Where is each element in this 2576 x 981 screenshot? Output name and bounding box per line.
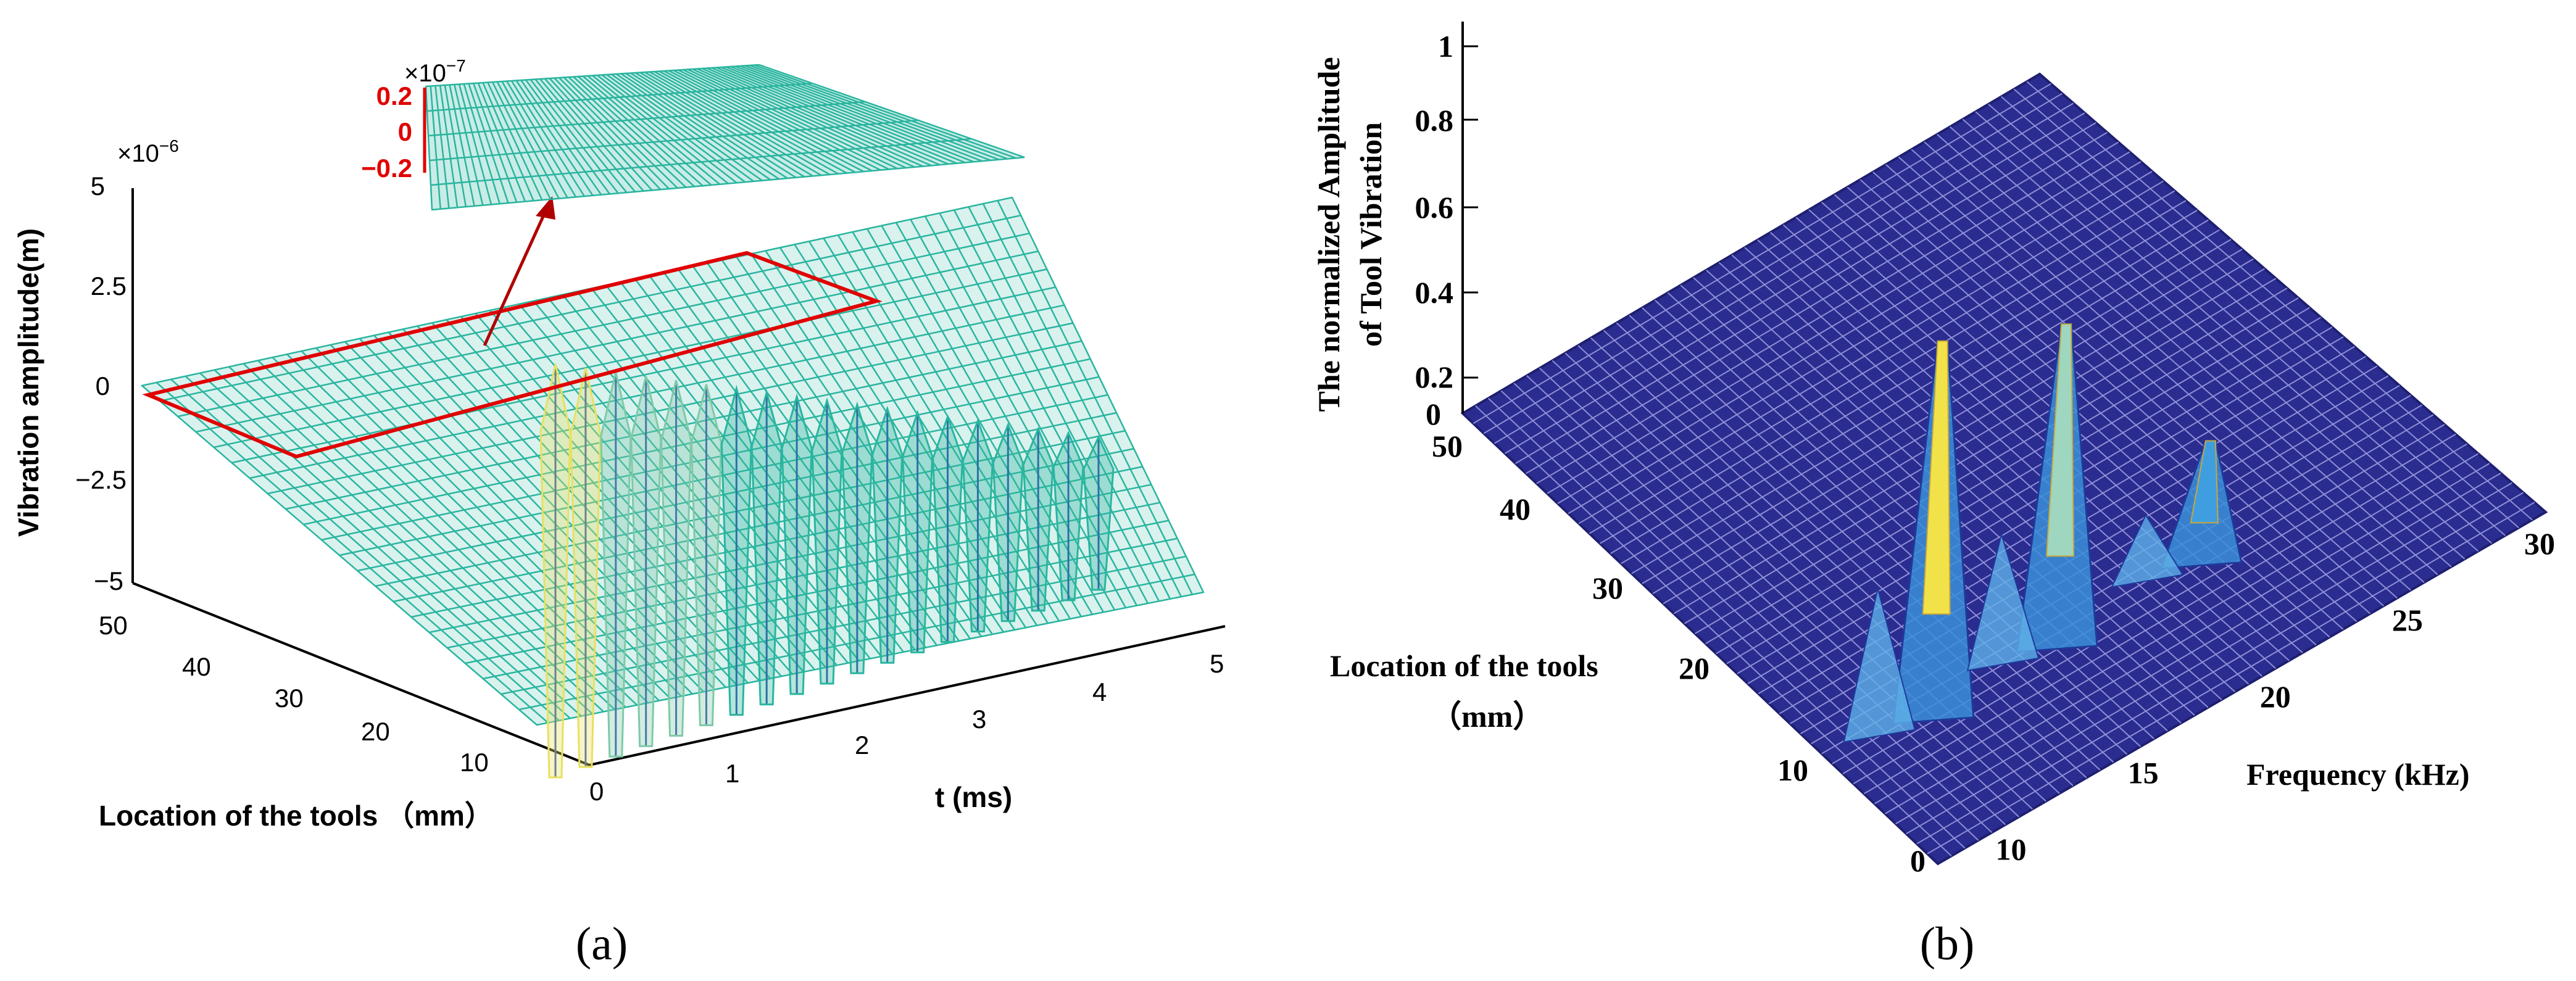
b-x-tick-10: 10 [1995, 832, 2026, 867]
a-z-tick-neg2.5: −2.5 [75, 465, 127, 494]
a-y-tick-50: 50 [99, 611, 128, 640]
b-z-tick-0.8: 0.8 [1415, 103, 1454, 138]
a-y-axis-label: Location of the tools （mm） [99, 800, 493, 832]
a-inset-mesh [426, 65, 1024, 210]
a-x-tick-5: 5 [1210, 649, 1224, 678]
a-y-tick-10: 10 [460, 748, 489, 777]
a-z-ticks: 5 2.5 0 −2.5 −5 [75, 172, 127, 595]
b-x-axis-label: Frequency (kHz) [2246, 757, 2470, 792]
a-z-axis-label: Vibration amplitude(m) [12, 228, 44, 537]
a-x-axis-label: t (ms) [935, 781, 1012, 813]
panel-a-vibration-surface: 0.2 0 −0.2 ×10−7 5 2.5 0 −2.5 −5 ×10−6 V… [12, 56, 1225, 970]
a-z-tick-5: 5 [91, 172, 105, 201]
a-inset-exponent: ×10−7 [404, 56, 466, 87]
a-z-tick-0: 0 [96, 371, 110, 400]
b-y-tick-50: 50 [1432, 429, 1463, 463]
b-z-tick-0: 0 [1426, 397, 1441, 431]
b-x-tick-15: 15 [2128, 756, 2159, 790]
a-inset-tick-2: −0.2 [361, 154, 412, 183]
a-y-tick-40: 40 [182, 652, 211, 681]
a-panel-caption: (a) [576, 918, 628, 970]
a-z-tick-neg5: −5 [94, 566, 123, 595]
b-x-tick-20: 20 [2260, 679, 2291, 714]
panel-b-spectrum-surface: 1 0.8 0.6 0.4 0.2 0 The normalized Ampli… [1311, 22, 2555, 970]
a-y-tick-0: 0 [589, 777, 604, 806]
b-y-axis-label-line2: （mm） [1431, 699, 1544, 734]
b-z-tick-1: 1 [1438, 29, 1453, 64]
b-z-ticks: 1 0.8 0.6 0.4 0.2 0 [1415, 29, 1479, 431]
b-y-tick-10: 10 [1777, 753, 1808, 787]
b-y-tick-20: 20 [1679, 651, 1710, 685]
a-x-tick-1: 1 [725, 759, 739, 788]
b-x-tick-25: 25 [2392, 603, 2423, 637]
b-z-tick-0.2: 0.2 [1415, 360, 1454, 394]
figure: 0.2 0 −0.2 ×10−7 5 2.5 0 −2.5 −5 ×10−6 V… [0, 0, 2576, 981]
b-z-tick-0.4: 0.4 [1415, 275, 1454, 310]
b-y-tick-0: 0 [1910, 843, 1926, 878]
b-z-axis-label-line2: of Tool Vibration [1353, 122, 1388, 347]
b-y-tick-30: 30 [1592, 571, 1623, 605]
a-inset-tick-1: 0 [398, 117, 412, 146]
a-x-tick-2: 2 [855, 731, 869, 760]
a-z-exponent: ×10−6 [117, 136, 179, 167]
b-x-tick-30: 30 [2524, 526, 2555, 561]
a-y-tick-20: 20 [361, 717, 390, 746]
b-z-axis-label-line1: The normalized Amplitude [1311, 57, 1346, 412]
b-z-tick-0.6: 0.6 [1415, 190, 1454, 225]
a-z-tick-2.5: 2.5 [91, 271, 127, 300]
b-y-axis-label-line1: Location of the tools [1330, 648, 1598, 683]
b-panel-caption: (b) [1920, 918, 1975, 970]
b-y-tick-40: 40 [1500, 492, 1531, 526]
a-x-tick-3: 3 [972, 705, 986, 734]
a-x-tick-4: 4 [1092, 677, 1107, 706]
a-y-tick-30: 30 [275, 684, 304, 713]
